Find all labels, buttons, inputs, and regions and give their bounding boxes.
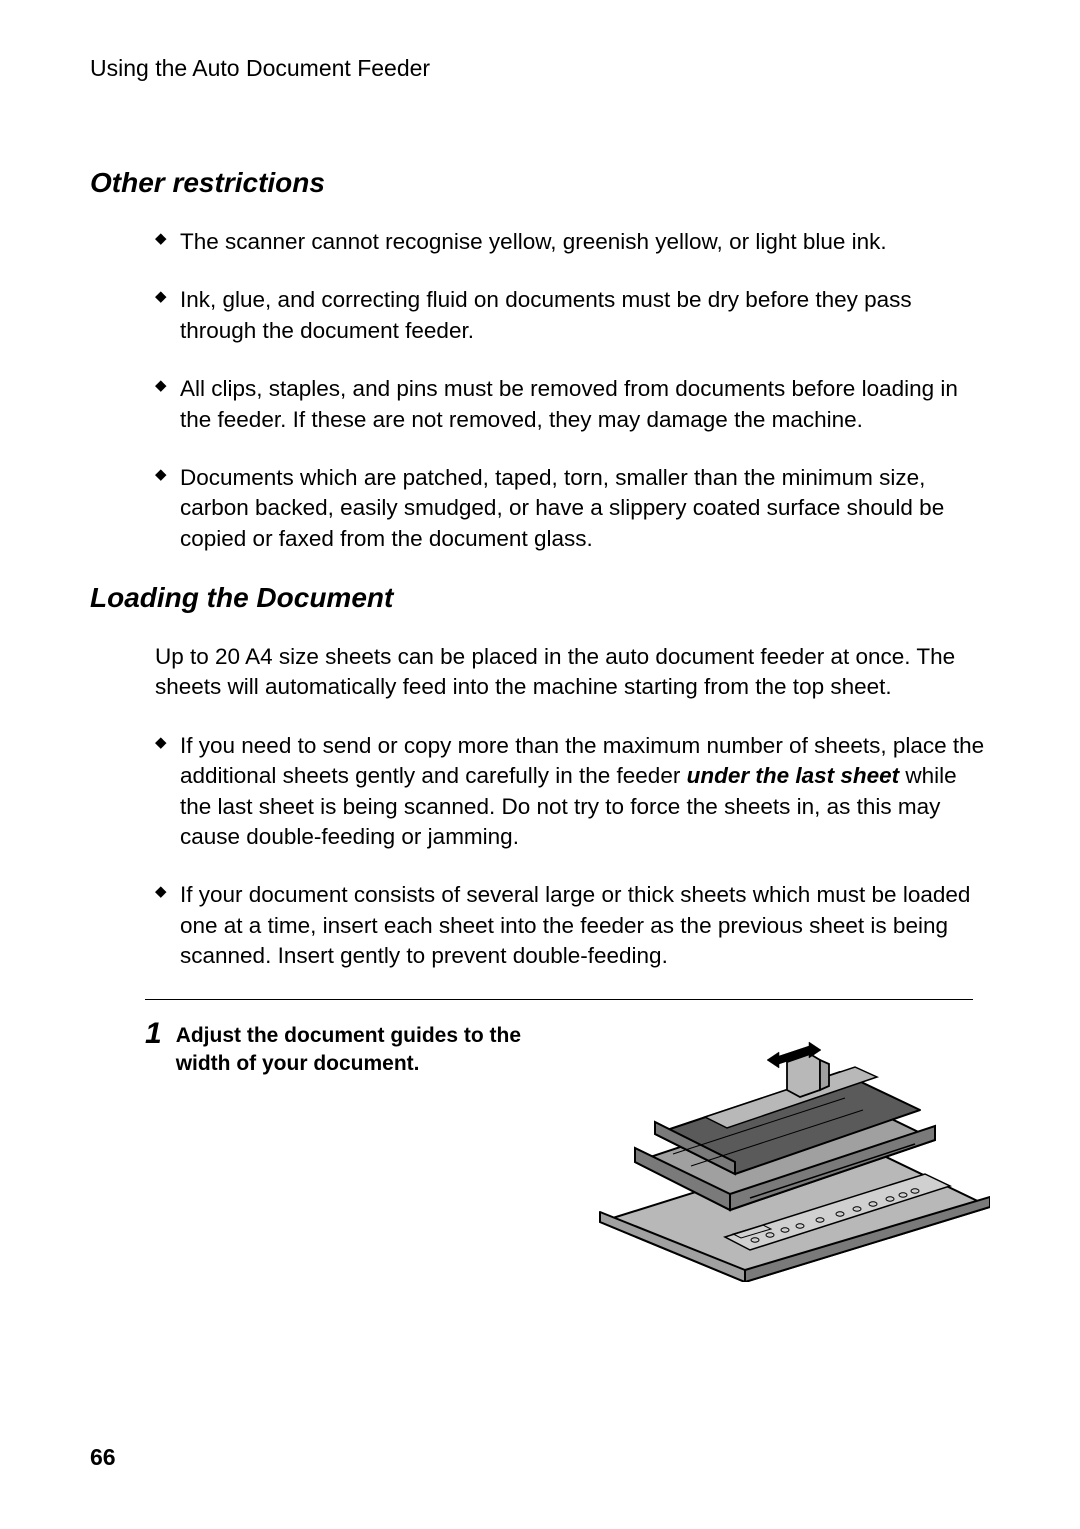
step-text: Adjust the document guides to the width …: [176, 1022, 556, 1077]
list-item: If your document consists of several lar…: [155, 880, 990, 971]
section-heading-restrictions: Other restrictions: [90, 167, 990, 199]
text-emphasis: under the last sheet: [687, 763, 900, 788]
section-heading-loading: Loading the Document: [90, 582, 990, 614]
list-item: Documents which are patched, taped, torn…: [155, 463, 990, 554]
list-item: Ink, glue, and correcting fluid on docum…: [155, 285, 990, 346]
step-row: 1 Adjust the document guides to the widt…: [90, 1022, 990, 1287]
list-item: All clips, staples, and pins must be rem…: [155, 374, 990, 435]
page-header: Using the Auto Document Feeder: [90, 55, 990, 82]
page-container: Using the Auto Document Feeder Other res…: [0, 0, 1080, 1529]
loading-list: If you need to send or copy more than th…: [90, 731, 990, 972]
restrictions-list: The scanner cannot recognise yellow, gre…: [90, 227, 990, 554]
divider: [145, 999, 973, 1000]
page-number: 66: [90, 1444, 116, 1471]
list-item: The scanner cannot recognise yellow, gre…: [155, 227, 990, 257]
step-number: 1: [145, 1019, 162, 1049]
list-item: If you need to send or copy more than th…: [155, 731, 990, 853]
printer-illustration: [595, 1022, 990, 1287]
loading-intro: Up to 20 A4 size sheets can be placed in…: [90, 642, 990, 703]
